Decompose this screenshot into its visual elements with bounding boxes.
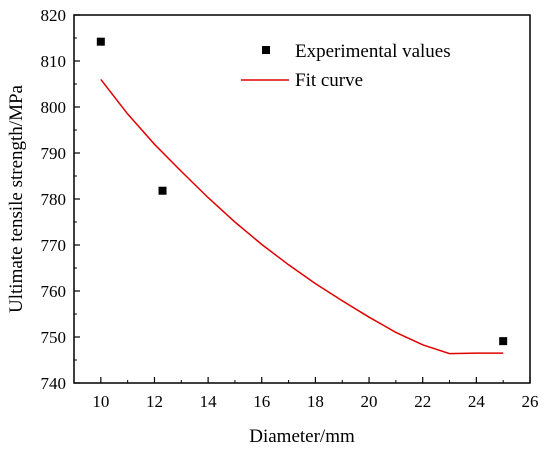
y-tick-label: 750 [41, 328, 67, 347]
experimental-point [158, 186, 167, 195]
fit-curve-series [100, 78, 504, 355]
legend-label-fit: Fit curve [295, 70, 363, 91]
y-axis: 740 750 760 770 780 790 800 810 820 [41, 6, 80, 393]
y-tick-label: 800 [41, 98, 67, 117]
legend: Experimental values Fit curve [241, 41, 451, 91]
legend-label-experimental: Experimental values [295, 41, 451, 62]
x-tick-label: 22 [414, 392, 431, 411]
x-tick-label: 12 [146, 392, 163, 411]
x-tick-label: 16 [253, 392, 270, 411]
experimental-point [96, 37, 105, 46]
y-tick-label: 820 [41, 6, 67, 25]
y-tick-label: 810 [41, 52, 67, 71]
x-tick-label: 24 [468, 392, 486, 411]
y-tick-label: 790 [41, 144, 67, 163]
y-tick-label: 740 [41, 374, 67, 393]
y-axis-title: Ultimate tensile strength/MPa [6, 84, 27, 313]
fit-curve-line [100, 78, 504, 355]
x-tick-label: 18 [307, 392, 324, 411]
y-tick-label: 780 [41, 190, 67, 209]
x-tick-label: 26 [522, 392, 539, 411]
x-tick-label: 14 [200, 392, 218, 411]
y-tick-label: 770 [41, 236, 67, 255]
x-tick-label: 20 [361, 392, 378, 411]
x-axis-title: Diameter/mm [249, 426, 355, 447]
experimental-point [499, 337, 508, 346]
experimental-series [96, 37, 508, 346]
y-tick-label: 760 [41, 282, 67, 301]
x-axis: 10 12 14 16 18 20 22 24 26 [92, 377, 539, 411]
x-tick-label: 10 [92, 392, 109, 411]
legend-marker-experimental [262, 46, 270, 54]
